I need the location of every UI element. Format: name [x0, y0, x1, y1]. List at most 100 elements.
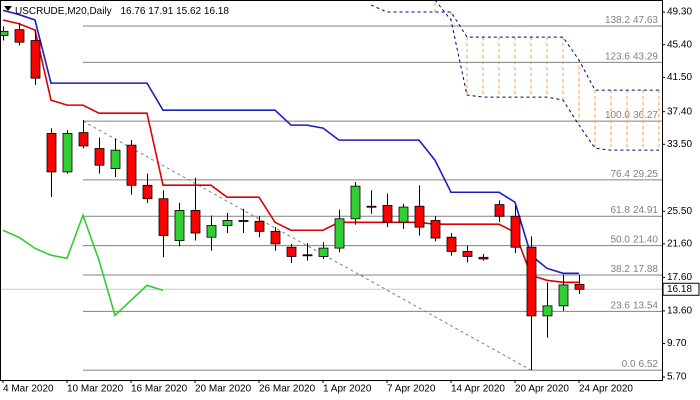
fib-ratio: 100.0 — [605, 110, 630, 121]
symbol-title: USCRUDE,M20,Daily — [15, 6, 112, 17]
y-tick-label: 25.50 — [667, 206, 692, 217]
y-tick-label: 17.60 — [667, 272, 692, 283]
candle-body — [558, 284, 569, 307]
candle-body — [126, 144, 137, 186]
fib-label: 76.4 29.25 — [611, 169, 659, 180]
candle-body — [542, 305, 553, 317]
fib-ratio: 23.6 — [611, 300, 631, 311]
fib-label: 38.2 17.88 — [611, 264, 659, 275]
candle-body — [318, 247, 329, 257]
candle-body — [14, 29, 25, 43]
y-tick-label: 9.70 — [667, 338, 687, 349]
candle-body — [270, 230, 281, 245]
fib-price: 17.88 — [633, 264, 658, 275]
candle-body — [174, 210, 185, 241]
candle-body — [0, 30, 9, 36]
candle-body — [238, 220, 249, 222]
fib-price: 21.40 — [633, 234, 658, 245]
indicator-line — [2, 19, 579, 284]
y-tick-label: 49.30 — [667, 7, 692, 18]
fib-price: 13.54 — [633, 300, 658, 311]
x-tick-label: 16 Mar 2020 — [131, 384, 188, 395]
fib-ratio: 76.4 — [611, 169, 631, 180]
candle-body — [366, 205, 377, 208]
y-tick-label: 45.40 — [667, 39, 692, 50]
fib-price: 47.63 — [633, 15, 658, 26]
fib-price: 6.52 — [639, 359, 659, 370]
x-tick-label: 14 Apr 2020 — [451, 384, 505, 395]
indicator-line — [2, 212, 164, 317]
plot-frame — [0, 0, 663, 381]
y-tick-label: 41.50 — [667, 72, 692, 83]
fib-label: 0.0 6.52 — [622, 359, 659, 370]
x-tick-label: 24 Apr 2020 — [579, 384, 633, 395]
fib-ratio: 138.2 — [605, 15, 630, 26]
candle-body — [222, 220, 233, 226]
fib-price: 36.27 — [633, 110, 658, 121]
price-box-label: 16.18 — [667, 284, 692, 295]
candle-body — [142, 184, 153, 200]
y-tick-label: 33.50 — [667, 139, 692, 150]
candle-body — [398, 206, 409, 223]
candle-body — [78, 132, 89, 147]
fib-ratio: 0.0 — [622, 359, 636, 370]
fib-label: 23.6 13.54 — [611, 300, 659, 311]
x-tick-label: 20 Apr 2020 — [515, 384, 569, 395]
candle-body — [286, 246, 297, 257]
price-box — [662, 282, 700, 296]
candle-body — [94, 148, 105, 166]
fib-label: 50.0 21.40 — [611, 234, 659, 245]
indicator-line — [434, 0, 659, 151]
x-tick-label: 7 Apr 2020 — [387, 384, 436, 395]
candle-body — [382, 205, 393, 223]
x-tick-label: 1 Apr 2020 — [323, 384, 372, 395]
plot-area: 138.2 47.63 123.6 43.29 100.0 36.27 76.4 29.25 6… — [0, 0, 662, 371]
fib-ratio: 50.0 — [611, 234, 631, 245]
fib-label: 61.8 24.91 — [611, 205, 659, 216]
candle-body — [462, 251, 473, 257]
x-tick-label: 20 Mar 2020 — [195, 384, 252, 395]
fib-price: 43.29 — [633, 51, 658, 62]
fib-ratio: 123.6 — [605, 51, 630, 62]
header-high: 17.91 — [148, 6, 173, 17]
candle-body — [302, 254, 313, 257]
fib-price: 24.91 — [633, 205, 658, 216]
x-tick-label: 10 Mar 2020 — [67, 384, 124, 395]
candle-body — [110, 149, 121, 169]
candle-body — [350, 185, 361, 220]
fib-ratio: 61.8 — [611, 205, 631, 216]
candle-body — [494, 204, 505, 217]
candle-body — [30, 40, 41, 79]
candle-body — [574, 284, 585, 290]
candle-body — [190, 210, 201, 234]
y-tick-label: 21.60 — [667, 239, 692, 250]
candle-body — [430, 220, 441, 239]
y-tick-label: 5.70 — [667, 372, 687, 383]
candle-body — [46, 133, 57, 173]
candle-body — [526, 246, 537, 317]
candle-body — [254, 220, 265, 232]
fib-price: 29.25 — [633, 169, 658, 180]
candle-body — [510, 215, 521, 248]
x-tick-label: 4 Mar 2020 — [3, 384, 54, 395]
header: USCRUDE,M20,Daily 16.76 17.91 15.62 16.1… — [15, 6, 229, 17]
candle-body — [414, 205, 425, 228]
candle-body — [158, 198, 169, 236]
header-open: 16.76 — [120, 6, 145, 17]
indicator-line — [2, 9, 579, 275]
y-tick-label: 13.60 — [667, 306, 692, 317]
candle-body — [446, 236, 457, 252]
y-tick-label: 37.40 — [667, 106, 692, 117]
header-low: 15.62 — [176, 6, 201, 17]
candle-body — [62, 133, 73, 173]
indicator-line — [370, 4, 659, 91]
candle-body — [478, 256, 489, 260]
menu-icon[interactable] — [4, 6, 12, 11]
candle-body — [334, 218, 345, 249]
fib-label: 138.2 47.63 — [605, 15, 658, 26]
fib-label: 100.0 36.27 — [605, 110, 658, 121]
fib-label: 123.6 43.29 — [605, 51, 658, 62]
x-tick-label: 26 Mar 2020 — [259, 384, 316, 395]
